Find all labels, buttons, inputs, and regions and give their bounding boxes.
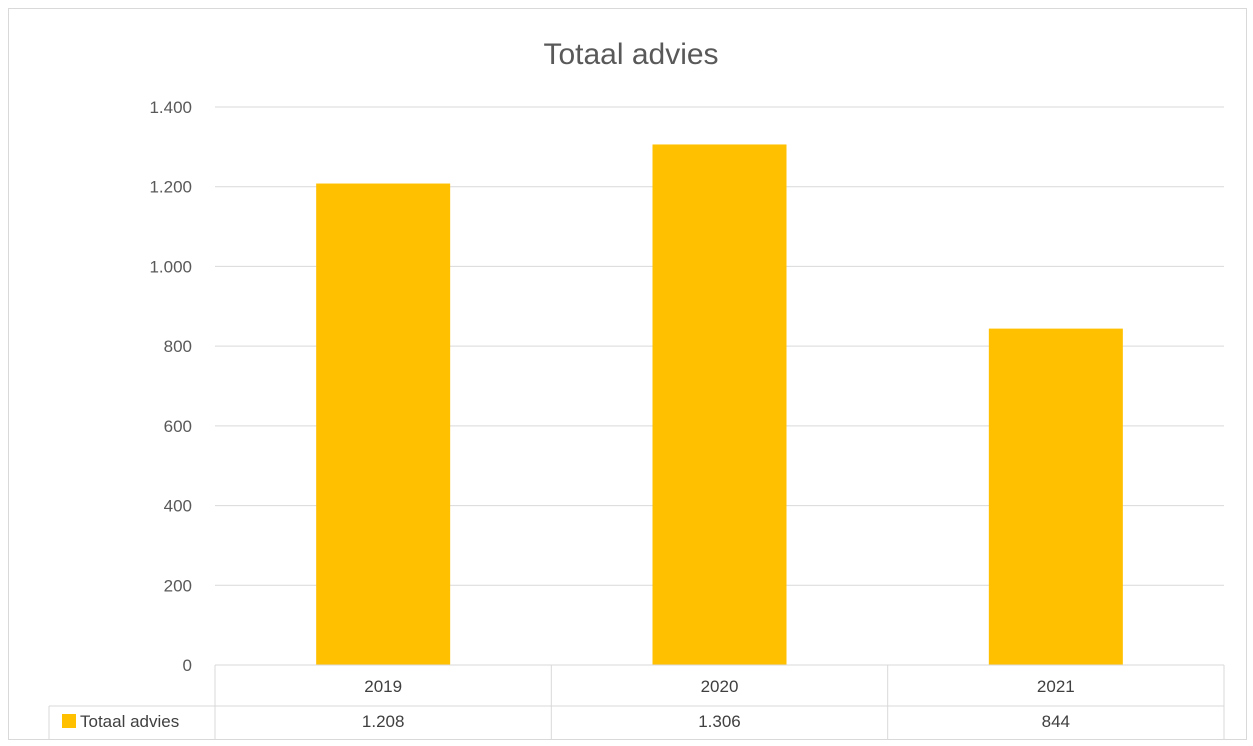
- y-tick-label: 1.000: [149, 257, 192, 276]
- bars: [316, 144, 1123, 666]
- x-tick-label: 2019: [364, 677, 402, 696]
- data-value-label: 1.208: [362, 712, 405, 731]
- y-tick-label: 0: [183, 656, 192, 675]
- chart-title: Totaal advies: [543, 38, 718, 71]
- legend-label: Totaal advies: [80, 712, 179, 731]
- x-tick-label: 2021: [1037, 677, 1075, 696]
- x-tick-label: 2020: [701, 677, 739, 696]
- data-value-label: 1.306: [698, 712, 741, 731]
- bar-2020: [652, 144, 787, 666]
- y-tick-label: 800: [164, 337, 192, 356]
- legend-swatch: [62, 714, 76, 728]
- bar-2021: [988, 328, 1123, 665]
- bar-2019: [316, 183, 451, 666]
- y-tick-label: 400: [164, 497, 192, 516]
- y-tick-label: 200: [164, 576, 192, 595]
- data-value-label: 844: [1042, 712, 1070, 731]
- y-tick-label: 600: [164, 417, 192, 436]
- data-table: 2019 2020 2021 Totaal advies 1.208 1.306 844: [48, 664, 1225, 740]
- y-axis-ticks: 0 200 400 600 800 1.000 1.200 1.400: [149, 98, 192, 675]
- y-tick-label: 1.400: [149, 98, 192, 117]
- y-tick-label: 1.200: [149, 178, 192, 197]
